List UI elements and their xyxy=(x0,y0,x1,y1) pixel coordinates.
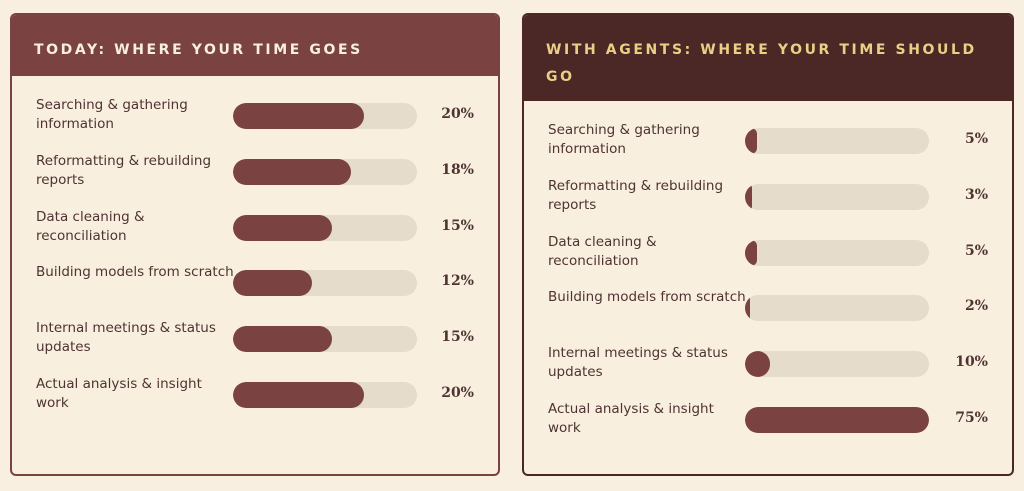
bar-row: Reformatting & rebuilding reports 3% xyxy=(524,177,1012,233)
bar-track xyxy=(745,239,929,266)
bar-value-label: 5% xyxy=(964,242,988,259)
bar-value-label: 10% xyxy=(955,354,988,371)
bar-value-label: 15% xyxy=(441,329,474,346)
bar-fill xyxy=(745,406,929,433)
bar-fill xyxy=(745,351,770,378)
panel-today: TODAY: WHERE YOUR TIME GOES Searching & … xyxy=(10,13,500,476)
bar-label: Reformatting & rebuilding reports xyxy=(36,152,212,188)
bar-track xyxy=(233,103,417,129)
bar-label: Actual analysis & insight work xyxy=(548,400,714,436)
rows-today: Searching & gathering information 20% Refo… xyxy=(12,96,498,431)
bar-fill xyxy=(233,270,312,297)
bar-row: Data cleaning & reconciliation 5% xyxy=(524,233,1012,289)
bar-fill xyxy=(745,183,753,210)
bar-track xyxy=(745,128,929,154)
bar-value-label: 12% xyxy=(441,273,474,290)
bar-row: Building models from scratch 12% xyxy=(12,263,498,319)
bar-track xyxy=(233,270,417,297)
bar-value-label: 75% xyxy=(955,409,988,426)
bar-label: Building models from scratch xyxy=(36,264,234,281)
rows-with-agents: Searching & gathering information 5% Refor… xyxy=(524,121,1012,456)
bar-row: Internal meetings & status updates 15% xyxy=(12,319,498,375)
bar-row: Searching & gathering information 20% xyxy=(12,96,498,152)
bar-value-label: 20% xyxy=(441,384,474,401)
bar-label: Data cleaning & reconciliation xyxy=(36,208,145,244)
bar-track xyxy=(233,326,417,353)
bar-fill xyxy=(745,128,758,154)
bar-label: Data cleaning & reconciliation xyxy=(548,233,657,269)
bar-row: Searching & gathering information 5% xyxy=(524,121,1012,177)
panel-title-with-agents: WITH AGENTS: WHERE YOUR TIME SHOULD GO xyxy=(524,15,1012,101)
bar-value-label: 15% xyxy=(441,217,474,234)
bar-track xyxy=(233,381,417,408)
bar-value-label: 20% xyxy=(441,106,474,122)
bar-row: Actual analysis & insight work 75% xyxy=(524,400,1012,456)
bar-fill xyxy=(233,326,332,353)
bar-track xyxy=(745,406,929,433)
panel-title-today: TODAY: WHERE YOUR TIME GOES xyxy=(12,15,498,76)
bar-track xyxy=(745,351,929,378)
bar-row: Internal meetings & status updates 10% xyxy=(524,344,1012,400)
bar-track xyxy=(233,214,417,241)
bar-fill xyxy=(745,295,750,322)
bar-label: Actual analysis & insight work xyxy=(36,375,202,411)
bar-row: Building models from scratch 2% xyxy=(524,288,1012,344)
bar-label: Internal meetings & status updates xyxy=(548,345,728,381)
bar-value-label: 3% xyxy=(964,186,988,203)
bar-label: Building models from scratch xyxy=(548,289,746,306)
bar-fill xyxy=(233,381,365,408)
bar-value-label: 18% xyxy=(441,161,474,178)
bar-track xyxy=(745,295,929,322)
bar-value-label: 5% xyxy=(964,131,988,147)
bar-fill xyxy=(233,103,365,129)
bar-fill xyxy=(233,158,352,185)
bar-fill xyxy=(745,239,758,266)
bar-row: Actual analysis & insight work 20% xyxy=(12,375,498,431)
bar-label: Reformatting & rebuilding reports xyxy=(548,177,724,213)
bar-fill xyxy=(233,214,332,241)
bar-row: Data cleaning & reconciliation 15% xyxy=(12,208,498,264)
bar-label: Searching & gathering information xyxy=(548,122,700,157)
bar-track xyxy=(233,158,417,185)
bar-row: Reformatting & rebuilding reports 18% xyxy=(12,152,498,208)
panel-with-agents: WITH AGENTS: WHERE YOUR TIME SHOULD GO S… xyxy=(522,13,1014,476)
bar-value-label: 2% xyxy=(964,298,988,315)
bar-label: Internal meetings & status updates xyxy=(36,320,216,356)
bar-track xyxy=(745,183,929,210)
bar-label: Searching & gathering information xyxy=(36,97,188,132)
